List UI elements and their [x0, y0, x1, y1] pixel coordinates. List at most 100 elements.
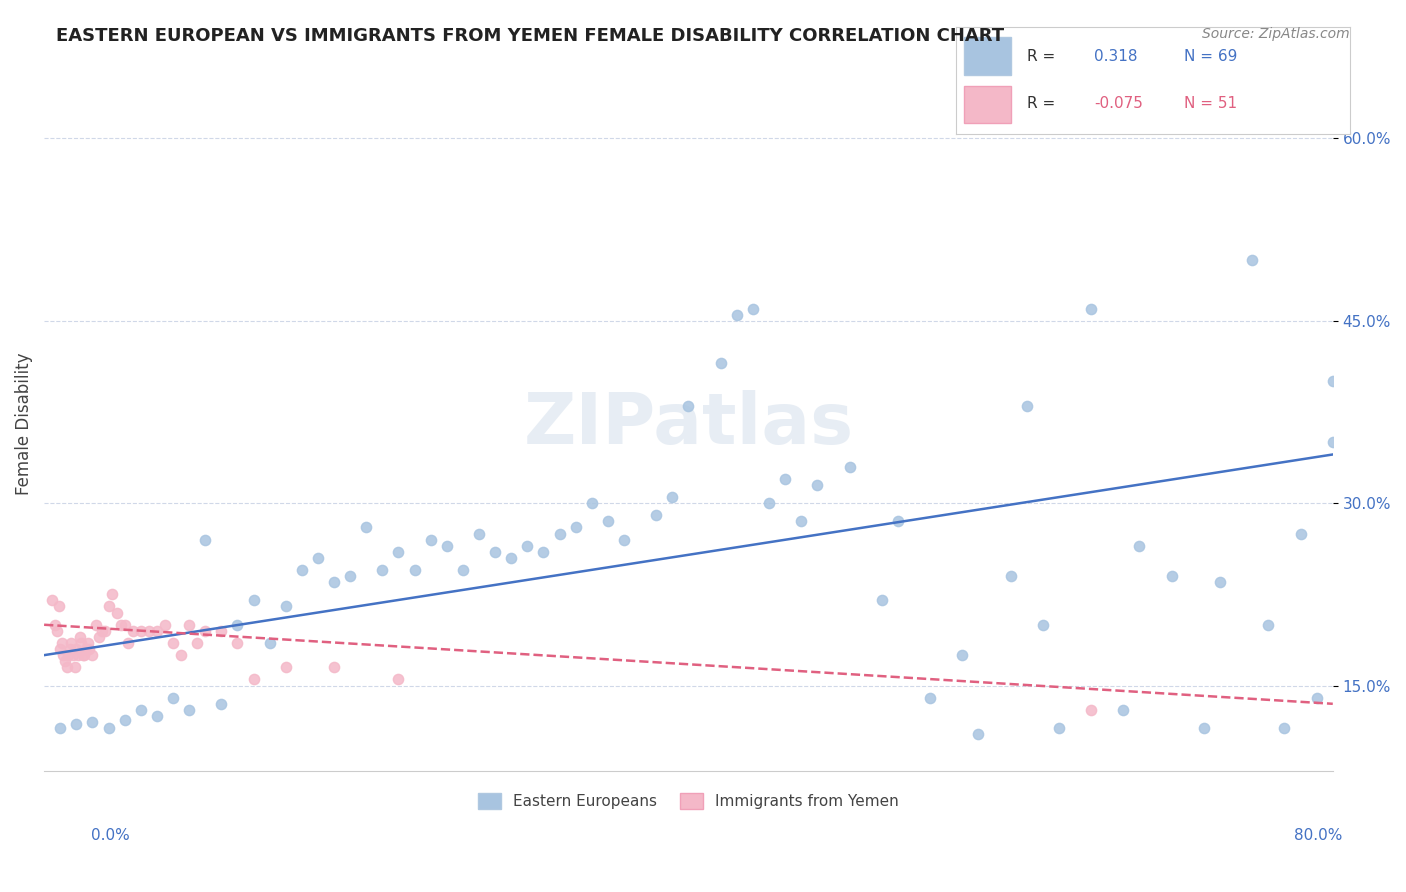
Point [177, 617, 200, 632]
Point [710, 356, 733, 370]
Text: 0.0%: 0.0% [91, 828, 131, 843]
Point [1192, 721, 1215, 735]
Point [177, 703, 200, 717]
Text: EASTERN EUROPEAN VS IMMIGRANTS FROM YEMEN FEMALE DISABILITY CORRELATION CHART: EASTERN EUROPEAN VS IMMIGRANTS FROM YEME… [56, 27, 1004, 45]
Point [1241, 252, 1264, 267]
Point [291, 563, 314, 577]
Point [1274, 721, 1296, 735]
Point [645, 508, 668, 523]
FancyBboxPatch shape [965, 86, 1011, 123]
Point [870, 593, 893, 607]
Point [516, 539, 538, 553]
Point [49, 721, 72, 735]
Point [1128, 539, 1150, 553]
Point [82, 714, 104, 729]
Point [114, 617, 136, 632]
Point [387, 673, 409, 687]
Point [1032, 617, 1054, 632]
Point [920, 690, 942, 705]
Point [129, 703, 152, 717]
Point [51, 636, 73, 650]
Point [1305, 690, 1327, 705]
Point [82, 648, 104, 662]
Point [49, 642, 72, 657]
Point [146, 624, 169, 638]
Point [75, 642, 97, 657]
Point [806, 478, 828, 492]
Point [950, 648, 973, 662]
Point [404, 563, 426, 577]
Point [48, 599, 70, 614]
Point [533, 545, 555, 559]
Point [62, 648, 84, 662]
Legend: Eastern Europeans, Immigrants from Yemen: Eastern Europeans, Immigrants from Yemen [472, 787, 905, 815]
Point [242, 673, 264, 687]
Point [274, 599, 297, 614]
Point [121, 624, 143, 638]
Point [105, 606, 128, 620]
Point [76, 636, 98, 650]
Point [55, 660, 77, 674]
Point [162, 690, 184, 705]
Point [613, 533, 636, 547]
Point [451, 563, 474, 577]
Point [100, 587, 122, 601]
Point [84, 617, 107, 632]
Point [1322, 375, 1344, 389]
Point [209, 697, 232, 711]
Point [1015, 399, 1038, 413]
Point [1080, 703, 1102, 717]
Point [110, 617, 132, 632]
Point [44, 617, 66, 632]
Point [371, 563, 394, 577]
Point [153, 617, 176, 632]
Point [59, 642, 82, 657]
Point [259, 636, 281, 650]
Point [53, 654, 76, 668]
Point [72, 648, 94, 662]
Point [887, 514, 910, 528]
Point [209, 624, 232, 638]
Point [97, 721, 120, 735]
Point [66, 648, 89, 662]
Point [97, 599, 120, 614]
Point [741, 301, 763, 316]
Point [70, 636, 93, 650]
Point [1047, 721, 1070, 735]
Point [91, 624, 114, 638]
Point [186, 636, 208, 650]
Point [967, 727, 990, 741]
Point [323, 575, 346, 590]
Point [1289, 526, 1312, 541]
Y-axis label: Female Disability: Female Disability [15, 353, 32, 495]
Point [63, 660, 86, 674]
Point [162, 636, 184, 650]
Text: 80.0%: 80.0% [1295, 828, 1343, 843]
Point [773, 472, 796, 486]
Text: 0.318: 0.318 [1094, 49, 1137, 64]
Point [1257, 617, 1279, 632]
Point [194, 533, 217, 547]
Point [170, 648, 193, 662]
Point [94, 624, 117, 638]
Point [58, 648, 80, 662]
Point [564, 520, 586, 534]
Point [838, 459, 860, 474]
Point [226, 617, 249, 632]
Point [242, 593, 264, 607]
Point [1322, 435, 1344, 450]
Point [387, 545, 409, 559]
Point [60, 636, 83, 650]
Point [87, 630, 110, 644]
Point [596, 514, 619, 528]
Text: N = 69: N = 69 [1184, 49, 1237, 64]
Point [274, 660, 297, 674]
Point [548, 526, 571, 541]
Point [117, 636, 139, 650]
Point [41, 593, 63, 607]
Point [46, 624, 69, 638]
Point [73, 648, 96, 662]
Point [725, 308, 748, 322]
Point [194, 624, 217, 638]
Point [678, 399, 700, 413]
